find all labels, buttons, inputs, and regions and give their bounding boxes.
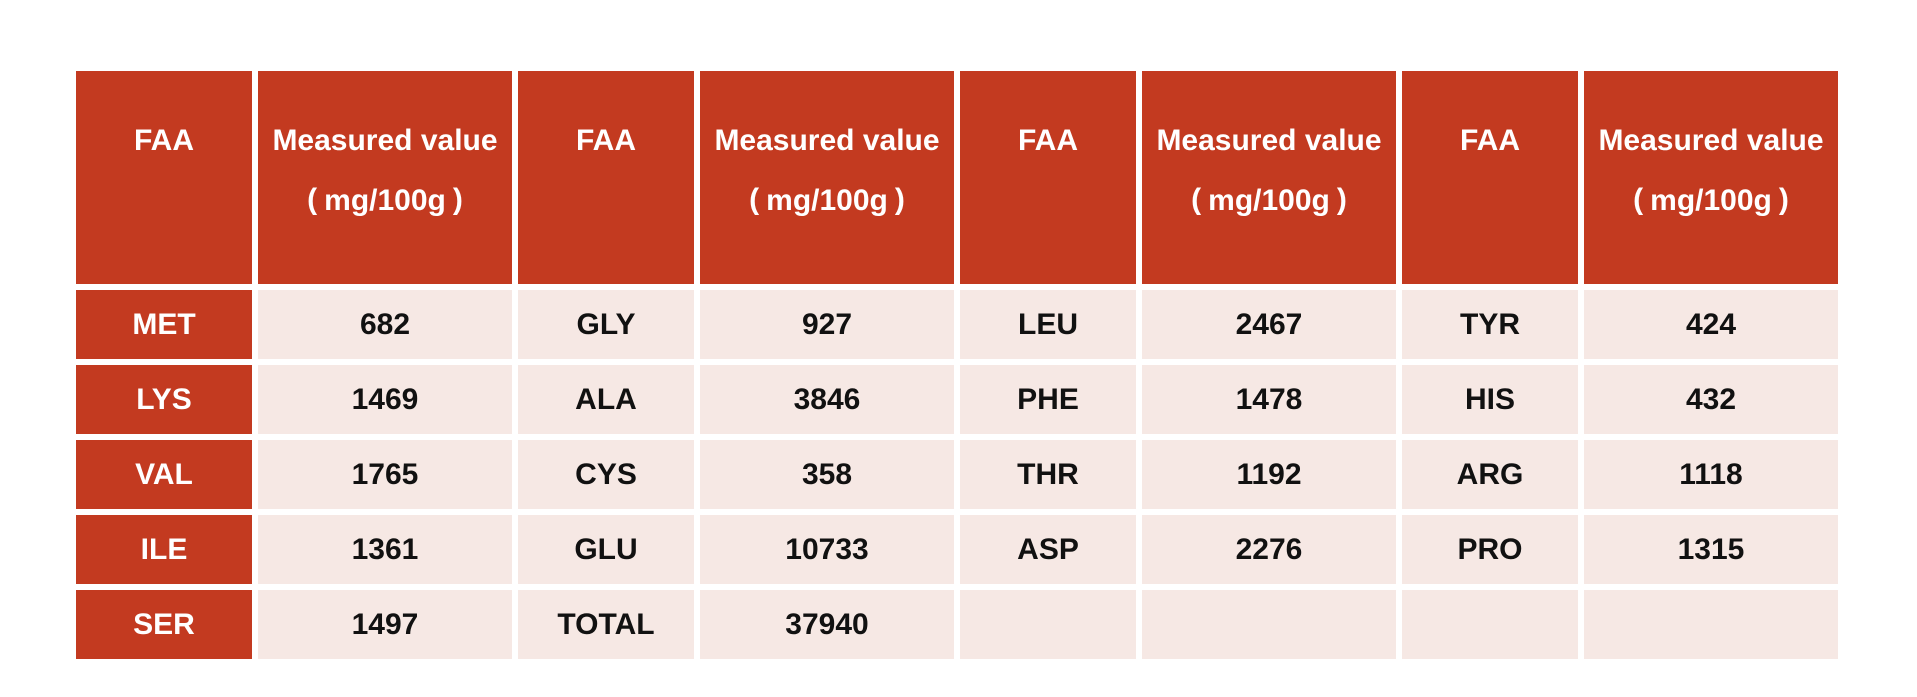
empty-cell <box>960 590 1136 659</box>
measured-value-cell: 927 <box>700 290 954 359</box>
measured-value-cell: 682 <box>258 290 512 359</box>
faa-name-cell: TOTAL <box>518 590 694 659</box>
faa-name-cell: PHE <box>960 365 1136 434</box>
col-header-faa: FAA <box>518 71 694 284</box>
measured-value-unit: (mg/100g) <box>258 171 512 231</box>
measured-value-cell: 1469 <box>258 365 512 434</box>
faa-name-cell: ASP <box>960 515 1136 584</box>
measured-value-cell: 1497 <box>258 590 512 659</box>
unit-text: mg/100g <box>324 183 446 217</box>
table-row: VAL 1765 CYS 358 THR 1192 ARG 1118 <box>76 440 1838 509</box>
empty-cell <box>1142 590 1396 659</box>
col-header-faa-label: FAA <box>576 123 636 157</box>
unit-text: mg/100g <box>766 183 888 217</box>
measured-value-cell: 1192 <box>1142 440 1396 509</box>
measured-value-cell: 1315 <box>1584 515 1838 584</box>
col-header-measured-value: Measured value (mg/100g) <box>700 71 954 284</box>
empty-cell <box>1402 590 1578 659</box>
col-header-measured-value: Measured value (mg/100g) <box>1584 71 1838 284</box>
unit-text: mg/100g <box>1208 183 1330 217</box>
faa-name-cell: ARG <box>1402 440 1578 509</box>
measured-value-label: Measured value <box>272 123 498 157</box>
col-header-faa: FAA <box>1402 71 1578 284</box>
faa-name-cell: ILE <box>76 515 252 584</box>
header-row: FAA Measured value (mg/100g) FAA Measure… <box>76 71 1838 284</box>
measured-value-cell: 2467 <box>1142 290 1396 359</box>
table-row: LYS 1469 ALA 3846 PHE 1478 HIS 432 <box>76 365 1838 434</box>
measured-value-cell: 1478 <box>1142 365 1396 434</box>
table-row: SER 1497 TOTAL 37940 <box>76 590 1838 659</box>
measured-value-unit: (mg/100g) <box>1584 171 1838 231</box>
empty-cell <box>1584 590 1838 659</box>
faa-table: FAA Measured value (mg/100g) FAA Measure… <box>70 65 1844 665</box>
faa-name-cell: MET <box>76 290 252 359</box>
col-header-faa-spacer <box>518 171 694 231</box>
measured-value-label: Measured value <box>1598 123 1824 157</box>
faa-name-cell: VAL <box>76 440 252 509</box>
faa-name-cell: CYS <box>518 440 694 509</box>
measured-value-cell: 2276 <box>1142 515 1396 584</box>
faa-name-cell: GLY <box>518 290 694 359</box>
measured-value-label: Measured value <box>714 123 940 157</box>
col-header-measured-value: Measured value (mg/100g) <box>1142 71 1396 284</box>
measured-value-cell: 1118 <box>1584 440 1838 509</box>
unit-open-paren: ( <box>307 182 318 216</box>
measured-value-cell: 1765 <box>258 440 512 509</box>
col-header-faa-spacer <box>1402 171 1578 231</box>
faa-name-cell: ALA <box>518 365 694 434</box>
measured-value-cell: 3846 <box>700 365 954 434</box>
faa-name-cell: THR <box>960 440 1136 509</box>
unit-close-paren: ) <box>1778 182 1789 216</box>
unit-open-paren: ( <box>1633 182 1644 216</box>
unit-open-paren: ( <box>1191 182 1202 216</box>
faa-name-cell: HIS <box>1402 365 1578 434</box>
col-header-faa-label: FAA <box>1018 123 1078 157</box>
col-header-faa: FAA <box>960 71 1136 284</box>
faa-name-cell: TYR <box>1402 290 1578 359</box>
col-header-faa-spacer <box>960 171 1136 231</box>
col-header-faa-label: FAA <box>134 123 194 157</box>
measured-value-cell: 1361 <box>258 515 512 584</box>
measured-value-cell: 10733 <box>700 515 954 584</box>
measured-value-label: Measured value <box>1156 123 1382 157</box>
unit-close-paren: ) <box>1336 182 1347 216</box>
table-row: MET 682 GLY 927 LEU 2467 TYR 424 <box>76 290 1838 359</box>
col-header-faa-label: FAA <box>1460 123 1520 157</box>
table-row: ILE 1361 GLU 10733 ASP 2276 PRO 1315 <box>76 515 1838 584</box>
measured-value-cell: 37940 <box>700 590 954 659</box>
col-header-faa: FAA <box>76 71 252 284</box>
faa-name-cell: LEU <box>960 290 1136 359</box>
unit-text: mg/100g <box>1650 183 1772 217</box>
measured-value-unit: (mg/100g) <box>700 171 954 231</box>
faa-name-cell: SER <box>76 590 252 659</box>
faa-name-cell: LYS <box>76 365 252 434</box>
measured-value-cell: 432 <box>1584 365 1838 434</box>
faa-name-cell: GLU <box>518 515 694 584</box>
unit-open-paren: ( <box>749 182 760 216</box>
measured-value-cell: 424 <box>1584 290 1838 359</box>
faa-name-cell: PRO <box>1402 515 1578 584</box>
unit-close-paren: ) <box>894 182 905 216</box>
col-header-measured-value: Measured value (mg/100g) <box>258 71 512 284</box>
col-header-faa-spacer <box>76 171 252 231</box>
measured-value-cell: 358 <box>700 440 954 509</box>
measured-value-unit: (mg/100g) <box>1142 171 1396 231</box>
unit-close-paren: ) <box>452 182 463 216</box>
